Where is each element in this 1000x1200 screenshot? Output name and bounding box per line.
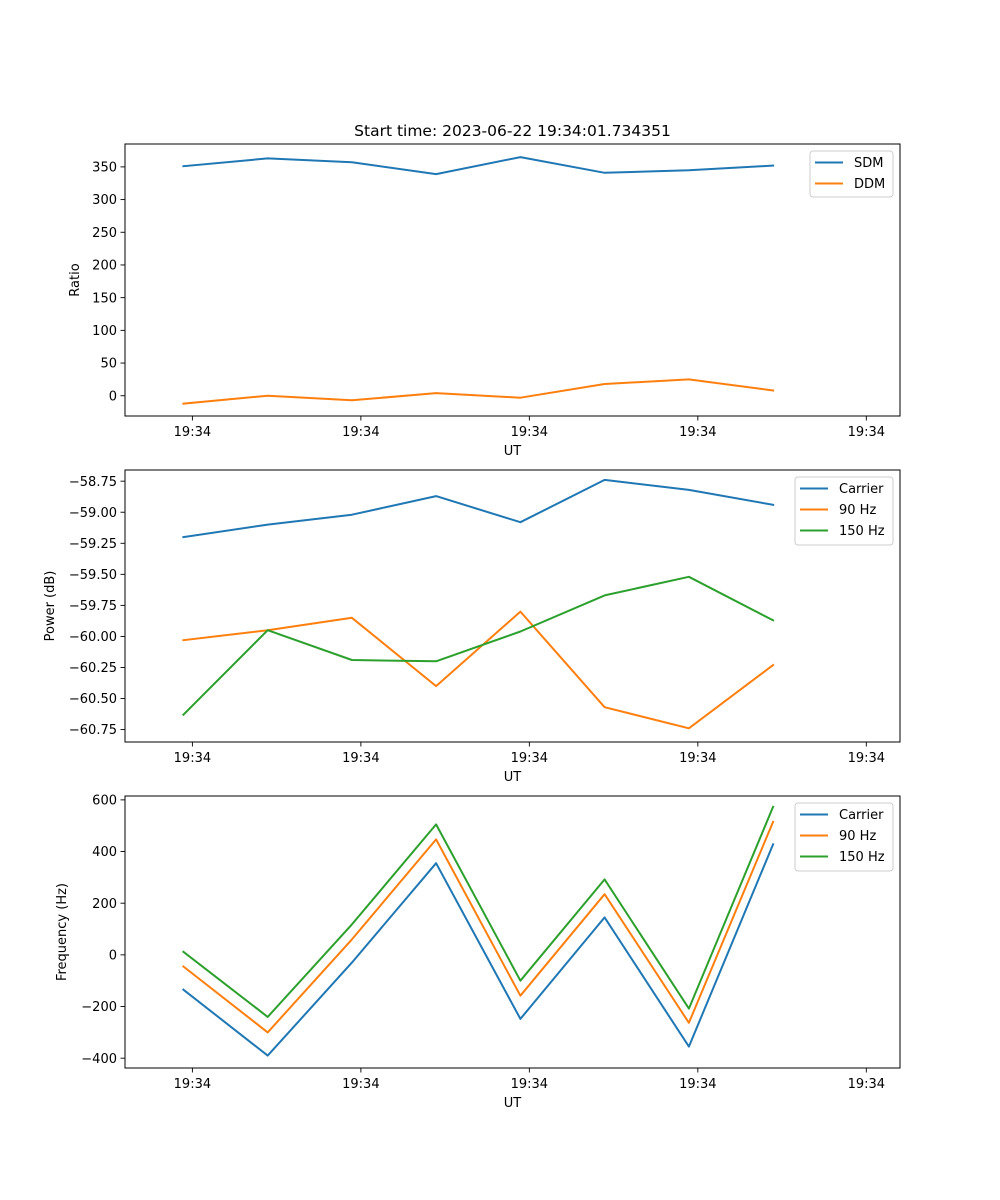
chart-2-legend-label-150-hz: 150 Hz — [839, 524, 885, 539]
chart-3-ytick-label: 0 — [109, 948, 117, 963]
chart-3-legend — [794, 802, 894, 872]
chart-2-y-axis-label: Power (dB) — [43, 571, 58, 642]
chart-1-ytick-label: 250 — [92, 226, 117, 241]
chart-2-series-carrier-line — [182, 478, 775, 539]
chart-2-series-90-hz-line — [182, 610, 775, 730]
chart-1-series-sdm-line — [182, 156, 775, 176]
chart-2-xtick-label: 19:34 — [342, 751, 379, 766]
chart-2-axes-frame — [124, 469, 901, 743]
chart-1-axes-frame — [124, 143, 901, 417]
chart-1-ytick-label: 100 — [92, 324, 117, 339]
chart-2-ytick-label: −59.00 — [69, 506, 117, 521]
chart-3-series-90-hz-line — [181, 820, 775, 1034]
chart-1-xtick-label: 19:34 — [174, 425, 211, 440]
chart-2-ytick-label: −60.50 — [69, 692, 117, 707]
chart-1-xtick-label: 19:34 — [511, 425, 548, 440]
chart-2-legend-label-90-hz: 90 Hz — [839, 503, 876, 518]
chart-2-x-axis-label: UT — [504, 770, 522, 785]
chart-1-ytick-label: 350 — [92, 160, 117, 175]
chart-1-ytick-label: 200 — [92, 259, 117, 274]
chart-2-legend — [794, 476, 894, 546]
chart-2-ytick-label: −59.50 — [69, 568, 117, 583]
chart-3-ytick-label: −400 — [81, 1052, 117, 1067]
chart-2-xtick-label: 19:34 — [511, 751, 548, 766]
chart-3-axes-frame — [124, 795, 901, 1069]
chart-2-xtick-label: 19:34 — [679, 751, 716, 766]
chart-3-ytick-label: 600 — [92, 793, 117, 808]
chart-1-ytick-label: 300 — [92, 193, 117, 208]
chart-2-ytick-label: −58.75 — [69, 475, 117, 490]
chart-2-xtick-label: 19:34 — [848, 751, 885, 766]
chart-1-ytick-label: 150 — [92, 291, 117, 306]
chart-2-ytick-label: −60.25 — [69, 661, 117, 676]
chart-2-legend-label-carrier: Carrier — [839, 482, 884, 497]
figure-title: Start time: 2023-06-22 19:34:01.734351 — [354, 122, 671, 140]
chart-3-legend-label-90-hz: 90 Hz — [839, 829, 876, 844]
chart-3-ytick-label: 200 — [92, 897, 117, 912]
chart-3-ytick-label: −200 — [81, 1000, 117, 1015]
chart-3-y-axis-label: Frequency (Hz) — [55, 883, 70, 981]
chart-3-legend-label-carrier: Carrier — [839, 808, 884, 823]
chart-2-ytick-label: −60.75 — [69, 723, 117, 738]
chart-1-y-axis-label: Ratio — [68, 263, 83, 296]
chart-1-ytick-label: 50 — [100, 357, 117, 372]
chart-3-xtick-label: 19:34 — [511, 1077, 548, 1092]
chart-3-x-axis-label: UT — [504, 1096, 522, 1111]
chart-1-ytick-label: 0 — [109, 389, 117, 404]
chart-2-ytick-label: −59.25 — [69, 537, 117, 552]
chart-3-xtick-label: 19:34 — [848, 1077, 885, 1092]
chart-3-series-carrier-line — [181, 842, 775, 1057]
chart-3-ytick-label: 400 — [92, 845, 117, 860]
chart-1-legend-label-ddm: DDM — [854, 177, 885, 192]
chart-1-xtick-label: 19:34 — [848, 425, 885, 440]
chart-3-xtick-label: 19:34 — [679, 1077, 716, 1092]
chart-3-series-150-hz-line — [181, 805, 775, 1018]
chart-2-ytick-label: −59.75 — [69, 599, 117, 614]
chart-3-xtick-label: 19:34 — [342, 1077, 379, 1092]
chart-1-series-ddm-line — [182, 378, 775, 405]
chart-1-x-axis-label: UT — [504, 444, 522, 459]
chart-1-xtick-label: 19:34 — [342, 425, 379, 440]
chart-2-ytick-label: −60.00 — [69, 630, 117, 645]
chart-3-legend-label-150-hz: 150 Hz — [839, 850, 885, 865]
chart-2-xtick-label: 19:34 — [174, 751, 211, 766]
chart-2-series-150-hz-line — [181, 575, 775, 717]
chart-3-xtick-label: 19:34 — [174, 1077, 211, 1092]
chart-1-legend-label-sdm: SDM — [854, 156, 883, 171]
chart-1-xtick-label: 19:34 — [679, 425, 716, 440]
